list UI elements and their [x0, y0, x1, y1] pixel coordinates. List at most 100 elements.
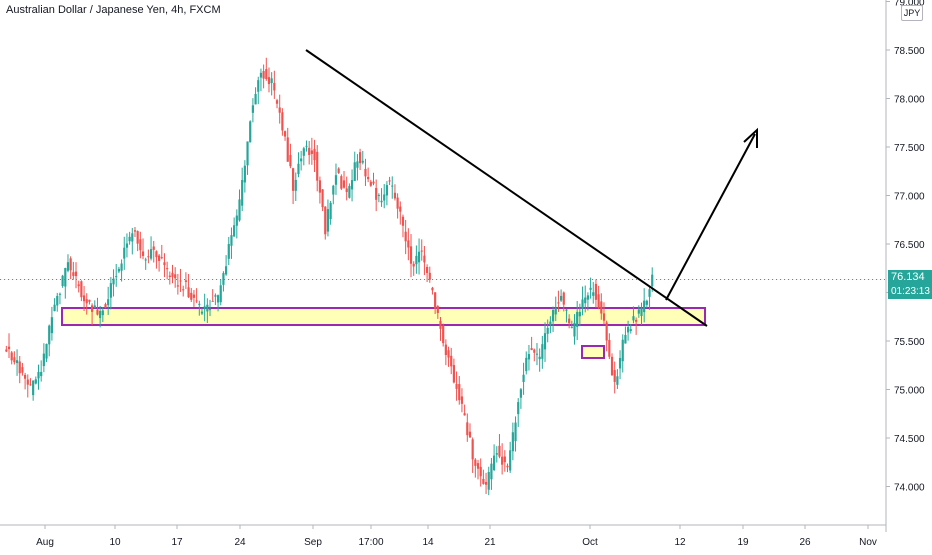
candle-body	[621, 339, 624, 362]
candle-body	[310, 150, 313, 154]
candle-body	[345, 188, 348, 193]
candle-body	[147, 256, 150, 258]
candle-body	[219, 285, 222, 303]
candle-body	[24, 374, 27, 379]
candle-body	[627, 327, 630, 333]
candle-body	[570, 326, 573, 328]
candle-body	[401, 216, 405, 226]
currency-badge[interactable]: JPY	[901, 5, 923, 21]
candle-body	[471, 439, 474, 460]
candle-body	[125, 243, 129, 248]
candle-body	[133, 230, 137, 232]
candle-body	[525, 357, 528, 372]
time-tick-label: 17:00	[358, 537, 383, 548]
candle-body	[356, 161, 359, 168]
candle-body	[109, 283, 112, 298]
candle-body	[490, 463, 493, 480]
candle-body	[412, 263, 415, 267]
candle-body	[629, 329, 632, 331]
candle-body	[141, 251, 145, 256]
candle-body	[519, 389, 522, 398]
candle-body	[32, 380, 35, 396]
candle-body	[388, 180, 391, 182]
candle-body	[385, 185, 388, 196]
candle-body	[308, 147, 311, 156]
candle-body	[61, 275, 64, 286]
price-tick-label: 75.000	[894, 386, 925, 397]
candle-body	[568, 318, 571, 324]
candle-body	[318, 180, 321, 193]
candle-body	[107, 299, 110, 306]
time-tick-label: 26	[799, 537, 811, 548]
candle-body	[554, 308, 557, 315]
candle-body	[18, 361, 21, 374]
candle-body	[123, 247, 126, 259]
support-zone-rect[interactable]	[61, 307, 706, 326]
candle-body	[375, 188, 378, 200]
candle-body	[77, 284, 80, 287]
candle-body	[56, 295, 59, 306]
price-tick-label: 77.000	[894, 192, 925, 203]
candle-body	[64, 267, 67, 287]
candle-body	[192, 294, 196, 298]
candle-body	[235, 215, 238, 226]
candle-body	[182, 289, 185, 291]
candle-body	[222, 273, 225, 285]
small-zone-rect[interactable]	[581, 345, 605, 359]
candle-body	[337, 168, 340, 173]
candle-body	[302, 148, 305, 156]
trendline[interactable]	[305, 49, 708, 327]
candle-body	[227, 244, 230, 259]
candle-body	[495, 453, 498, 455]
candle-body	[474, 459, 477, 466]
candle-body	[463, 413, 466, 416]
candle-body	[117, 268, 120, 272]
candle-body	[206, 304, 209, 312]
candle-body	[527, 354, 531, 360]
candle-body	[573, 322, 576, 337]
candle-body	[69, 258, 72, 271]
time-tick-label: 17	[171, 537, 183, 548]
candle-body	[444, 344, 447, 356]
candle-body	[565, 309, 568, 311]
candle-body	[377, 194, 380, 196]
candle-body	[589, 287, 592, 290]
candle-body	[286, 137, 289, 162]
candle-body	[58, 293, 62, 295]
candle-body	[101, 310, 104, 316]
candle-body	[597, 294, 600, 308]
candle-body	[216, 295, 220, 303]
candle-body	[184, 280, 187, 282]
candle-body	[5, 349, 8, 352]
candle-body	[203, 306, 206, 310]
candle-body	[300, 158, 303, 162]
candle-body	[241, 180, 244, 206]
candle-body	[498, 445, 501, 457]
time-tick-label: 19	[737, 537, 749, 548]
time-tick-label: Aug	[36, 537, 54, 548]
candle-body	[265, 69, 268, 80]
candle-body	[326, 209, 330, 232]
candle-body	[10, 352, 13, 361]
candle-body	[618, 357, 622, 369]
candle-body	[144, 259, 147, 261]
candle-body	[466, 422, 469, 436]
candle-body	[131, 233, 134, 242]
candle-body	[26, 379, 29, 385]
candle-body	[455, 384, 458, 389]
candle-body	[549, 321, 552, 326]
candle-body	[198, 303, 201, 305]
candle-body	[168, 275, 171, 277]
candle-body	[417, 251, 421, 263]
time-tick-label: 21	[484, 537, 496, 548]
candle-body	[458, 384, 461, 401]
candle-body	[275, 100, 279, 104]
projection-arrow-shaft[interactable]	[665, 133, 756, 301]
candle-body	[409, 246, 413, 264]
candle-body	[329, 202, 332, 219]
candle-body	[42, 353, 45, 367]
candle-body	[541, 344, 544, 359]
candle-body	[251, 105, 254, 113]
